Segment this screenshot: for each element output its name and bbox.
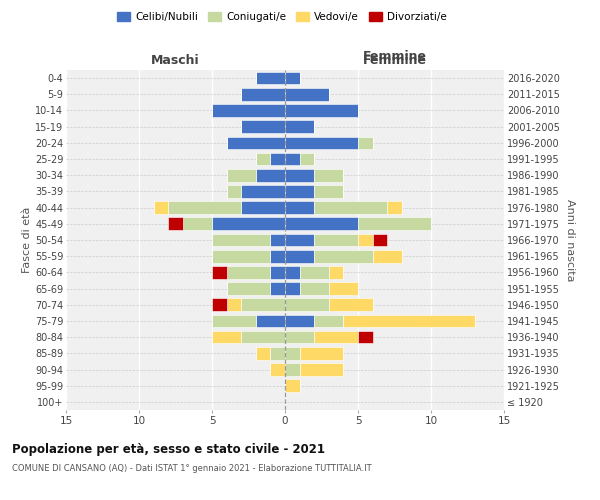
Bar bbox=[271, 250, 285, 262]
Bar bbox=[314, 202, 387, 214]
Bar bbox=[285, 88, 329, 101]
Bar bbox=[299, 266, 329, 278]
Bar bbox=[212, 331, 241, 344]
Bar bbox=[227, 282, 271, 295]
Bar bbox=[285, 298, 329, 311]
Text: COMUNE DI CANSANO (AQ) - Dati ISTAT 1° gennaio 2021 - Elaborazione TUTTITALIA.IT: COMUNE DI CANSANO (AQ) - Dati ISTAT 1° g… bbox=[12, 464, 371, 473]
Bar bbox=[299, 282, 329, 295]
Legend: Celibi/Nubili, Coniugati/e, Vedovi/e, Divorziati/e: Celibi/Nubili, Coniugati/e, Vedovi/e, Di… bbox=[113, 8, 451, 26]
Bar bbox=[314, 234, 358, 246]
Bar bbox=[271, 347, 285, 360]
Y-axis label: Anni di nascita: Anni di nascita bbox=[565, 198, 575, 281]
Bar bbox=[358, 136, 373, 149]
Bar bbox=[373, 234, 387, 246]
Bar bbox=[241, 298, 285, 311]
Bar bbox=[212, 266, 227, 278]
Bar bbox=[314, 250, 373, 262]
Bar bbox=[285, 282, 299, 295]
Bar bbox=[227, 136, 285, 149]
Bar bbox=[227, 169, 256, 181]
Bar bbox=[285, 120, 314, 133]
Bar bbox=[285, 363, 299, 376]
Text: Femmine: Femmine bbox=[362, 54, 427, 67]
Bar bbox=[285, 185, 314, 198]
Bar bbox=[256, 72, 285, 85]
Bar bbox=[271, 282, 285, 295]
Bar bbox=[271, 266, 285, 278]
Bar bbox=[256, 169, 285, 181]
Bar bbox=[358, 331, 373, 344]
Bar bbox=[271, 234, 285, 246]
Bar bbox=[285, 136, 358, 149]
Bar bbox=[314, 314, 343, 328]
Bar bbox=[285, 218, 358, 230]
Text: Popolazione per età, sesso e stato civile - 2021: Popolazione per età, sesso e stato civil… bbox=[12, 442, 325, 456]
Bar bbox=[241, 331, 285, 344]
Bar bbox=[212, 250, 271, 262]
Bar bbox=[227, 185, 241, 198]
Bar bbox=[373, 250, 402, 262]
Bar bbox=[329, 266, 343, 278]
Bar bbox=[314, 331, 358, 344]
Bar bbox=[271, 363, 285, 376]
Bar bbox=[387, 202, 402, 214]
Bar bbox=[358, 234, 373, 246]
Bar bbox=[212, 314, 256, 328]
Bar bbox=[154, 202, 168, 214]
Bar bbox=[212, 298, 227, 311]
Bar bbox=[256, 347, 271, 360]
Bar bbox=[212, 234, 271, 246]
Bar bbox=[285, 104, 358, 117]
Bar bbox=[285, 234, 314, 246]
Bar bbox=[241, 185, 285, 198]
Bar bbox=[168, 218, 183, 230]
Bar bbox=[343, 314, 475, 328]
Text: Femmine: Femmine bbox=[362, 50, 427, 63]
Bar bbox=[299, 152, 314, 166]
Bar bbox=[299, 347, 343, 360]
Bar bbox=[285, 266, 299, 278]
Bar bbox=[285, 331, 314, 344]
Bar bbox=[285, 169, 314, 181]
Bar bbox=[168, 202, 241, 214]
Bar bbox=[329, 298, 373, 311]
Text: Maschi: Maschi bbox=[151, 54, 200, 67]
Bar bbox=[285, 250, 314, 262]
Bar bbox=[314, 169, 343, 181]
Bar bbox=[299, 363, 343, 376]
Bar bbox=[183, 218, 212, 230]
Bar bbox=[227, 298, 241, 311]
Y-axis label: Fasce di età: Fasce di età bbox=[22, 207, 32, 273]
Bar bbox=[285, 314, 314, 328]
Bar bbox=[241, 88, 285, 101]
Bar bbox=[241, 120, 285, 133]
Bar bbox=[256, 152, 271, 166]
Bar bbox=[212, 104, 285, 117]
Bar bbox=[314, 185, 343, 198]
Bar bbox=[285, 380, 299, 392]
Bar bbox=[285, 72, 299, 85]
Bar bbox=[285, 202, 314, 214]
Bar bbox=[329, 282, 358, 295]
Bar bbox=[358, 218, 431, 230]
Bar bbox=[256, 314, 285, 328]
Bar bbox=[285, 347, 299, 360]
Bar bbox=[285, 152, 299, 166]
Bar bbox=[241, 202, 285, 214]
Bar bbox=[212, 218, 285, 230]
Bar bbox=[227, 266, 271, 278]
Bar bbox=[271, 152, 285, 166]
